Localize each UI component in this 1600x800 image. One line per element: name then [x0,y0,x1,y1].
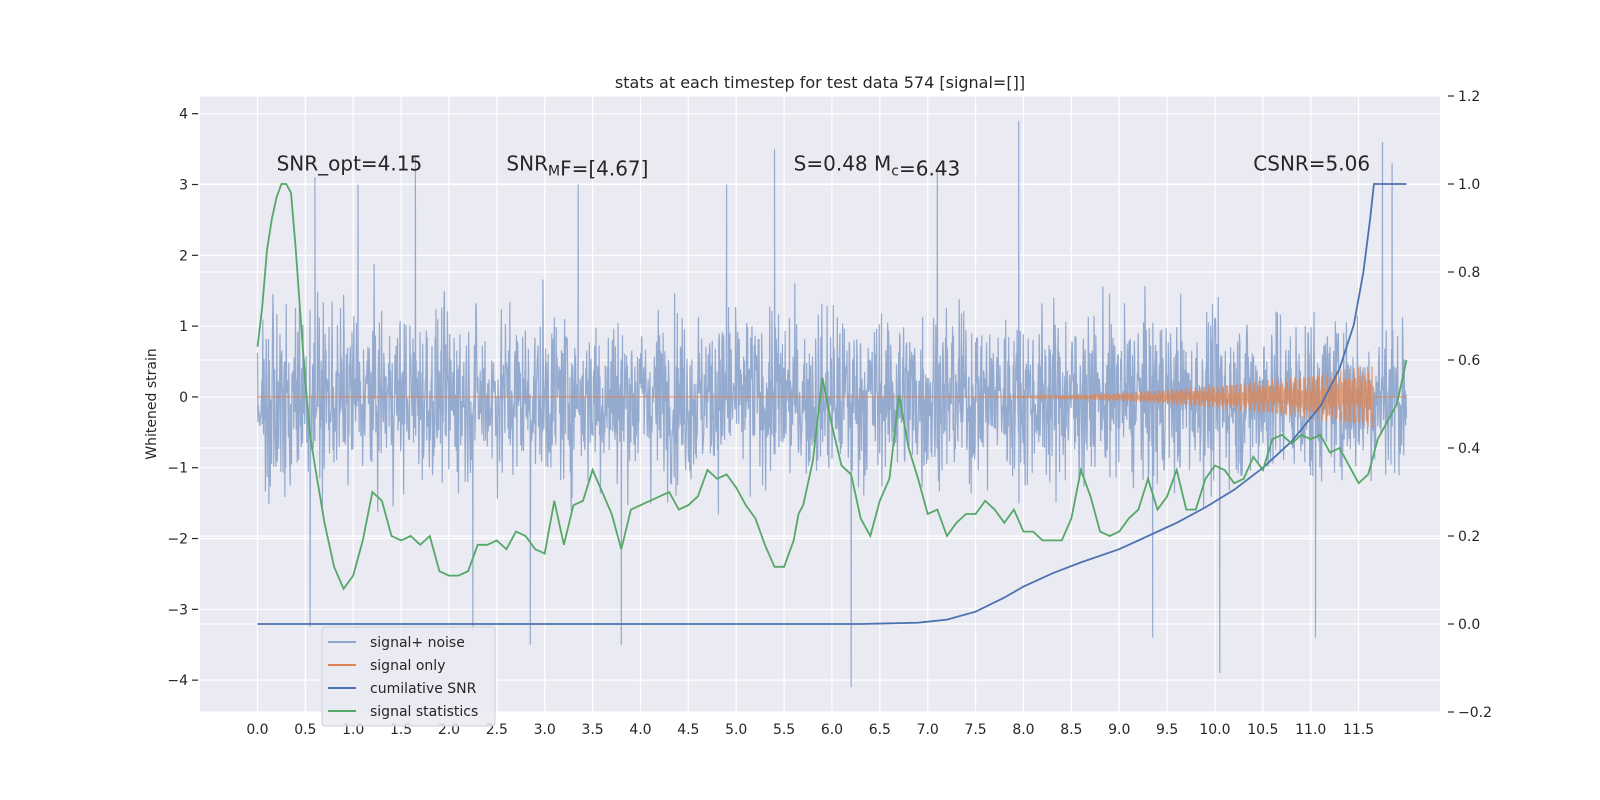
x-tick-label: 7.0 [917,722,939,738]
x-tick-label: 4.5 [677,722,699,738]
x-tick-label: 0.5 [294,722,316,738]
x-tick-label: 4.0 [629,722,651,738]
y2-tick-label: −0.2 [1458,705,1492,721]
x-tick-label: 0.0 [246,722,268,738]
x-tick-label: 6.0 [821,722,843,738]
grid [200,95,1440,713]
y2-tick-label: 1.0 [1458,177,1480,193]
x-tick-label: 11.5 [1343,722,1374,738]
legend-box [321,626,496,727]
x-tick-label: 9.0 [1108,722,1130,738]
series-group [256,120,1408,688]
x-tick-label: 7.5 [964,722,986,738]
y2-tick-label: 0.4 [1458,441,1480,457]
y-tick-label: 0 [179,390,188,406]
x-tick-label: 8.0 [1012,722,1034,738]
x-tick-label: 9.5 [1156,722,1178,738]
x-tick-label: 11.0 [1295,722,1326,738]
x-tick-label: 5.0 [725,722,747,738]
y-tick-label: 1 [179,319,188,335]
x-tick-label: 10.0 [1199,722,1230,738]
y2-tick-label: 1.2 [1458,89,1480,105]
x-tick-label: 6.5 [869,722,891,738]
legend-entry: signal only [370,658,445,674]
series-signal-noise-line [256,120,1408,688]
y-tick-label: 2 [179,248,188,264]
x-tick-label: 10.5 [1247,722,1278,738]
annotation-text: S=0.48 Mc=6.43 [794,151,961,180]
y-tick-label: 4 [179,107,188,123]
y-tick-label: 3 [179,178,188,194]
y2-tick-label: 0.0 [1458,617,1480,633]
annotation-text: SNRMF=[4.67] [506,151,648,180]
series-cumulative-snr-line [257,183,1407,625]
annotations: SNR_opt=4.15 SNRMF=[4.67] S=0.48 Mc=6.43 CS… [277,151,1370,180]
legend-entry: signal+ noise [370,635,465,651]
x-tick-label: 8.5 [1060,722,1082,738]
y-tick-label: −4 [167,673,188,689]
y-axis-label: Whitened strain [144,348,160,459]
y-tick-label: −2 [167,532,188,548]
y2-tick-label: 0.6 [1458,353,1480,369]
annotation-text: SNR_opt=4.15 [277,151,423,175]
y-tick-label: −1 [167,461,188,477]
legend-entry: cumilative SNR [370,681,477,697]
x-tick-label: 3.0 [534,722,556,738]
series-signal-statistics-line [256,183,1408,591]
series-signal-only-line [257,366,1407,429]
legend-entry: signal statistics [370,704,478,720]
chart-title: stats at each timestep for test data 574… [615,73,1025,92]
y2-tick-label: 0.2 [1458,529,1480,545]
x-tick-label: 3.5 [581,722,603,738]
axes: 0.0 0.5 1.0 1.5 2.0 2.5 3.0 3.5 4.0 4.5 5.0 5.5 6.0 6… [167,89,1492,738]
y-tick-label: −3 [167,602,188,618]
annotation-text: CSNR=5.06 [1253,151,1370,175]
y2-tick-label: 0.8 [1458,265,1480,281]
legend: signal+ noise signal only cumilative SNR si… [321,626,496,727]
x-tick-label: 5.5 [773,722,795,738]
